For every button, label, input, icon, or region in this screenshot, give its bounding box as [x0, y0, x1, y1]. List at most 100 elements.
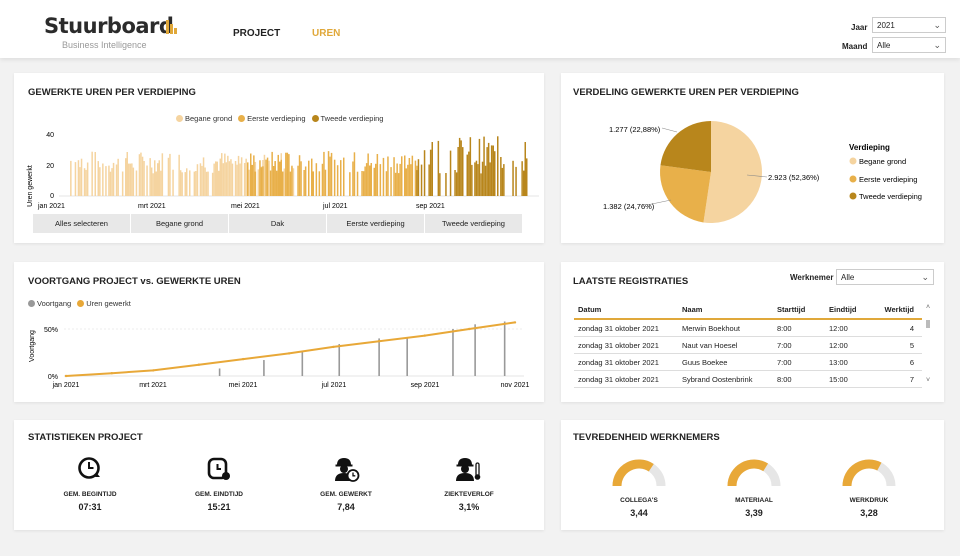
uren-bar: [129, 163, 132, 196]
uren-bar: [85, 169, 87, 196]
cell-eindtijd: 12:00: [829, 340, 848, 350]
table-row[interactable]: zondag 31 oktober 2021 Sybrand Oostenbri…: [574, 371, 922, 388]
uren-bar: [140, 152, 142, 196]
table-row[interactable]: zondag 31 oktober 2021 Guus Boekee 7:00 …: [574, 354, 922, 371]
uren-bar: [204, 167, 206, 196]
maand-select[interactable]: Alle ⌄: [872, 37, 946, 53]
registraties-table: Datum Naam Starttijd Eindtijd Werktijd z…: [574, 300, 922, 388]
stat-begintijd: GEM. BEGINTIJD 07:31: [45, 456, 135, 512]
uren-bar: [379, 164, 382, 196]
uren-bar: [365, 163, 368, 196]
uren-bar: [523, 170, 525, 196]
col-werktijd[interactable]: Werktijd: [884, 304, 914, 314]
pie-label-tweede: 1.277 (22,88%): [609, 125, 661, 134]
uren-bar: [494, 151, 496, 196]
pie-legend-begane[interactable]: Begane grond: [859, 157, 906, 166]
uren-bar: [280, 159, 282, 196]
pie-legend-tweede[interactable]: Tweede verdieping: [859, 192, 922, 201]
stat-value: 7,84: [337, 502, 355, 512]
uren-bar: [367, 153, 369, 196]
uren-bar: [193, 171, 196, 196]
uren-bar: [265, 159, 267, 196]
top-bar: Stuurboard Business Intelligence PROJECT…: [0, 0, 960, 58]
uren-bar: [500, 157, 502, 196]
table-scrollbar[interactable]: ˄ ˅: [924, 300, 932, 384]
uren-bar: [268, 160, 270, 196]
uren-bar: [414, 160, 417, 196]
table-row[interactable]: zondag 31 oktober 2021 Merwin Boekhout 8…: [574, 320, 922, 337]
pie-slice[interactable]: [660, 121, 711, 172]
nav-uren[interactable]: UREN: [312, 28, 341, 39]
gauge-value: 3,44: [630, 508, 648, 518]
uren-bar: [329, 156, 331, 196]
cell-starttijd: 7:00: [777, 357, 792, 367]
nav-project[interactable]: PROJECT: [233, 28, 281, 39]
col-starttijd[interactable]: Starttijd: [777, 304, 806, 314]
stat-label: GEM. BEGINTIJD: [63, 491, 117, 498]
uren-bar: [219, 158, 221, 196]
uren-bar: [364, 166, 366, 196]
table-row[interactable]: zondag 31 oktober 2021 Naut van Hoesel 7…: [574, 337, 922, 354]
uren-bar: [83, 168, 86, 196]
ytick-50: 50%: [44, 327, 58, 334]
ytick-40: 40: [46, 132, 54, 139]
pie-slice[interactable]: [703, 121, 762, 223]
registraties-title: LAATSTE REGISTRATIES: [573, 276, 689, 287]
btn-alles-selecteren[interactable]: Alles selecteren: [33, 214, 130, 233]
col-naam[interactable]: Naam: [682, 304, 703, 314]
col-eindtijd[interactable]: Eindtijd: [829, 304, 857, 314]
uren-bar: [483, 136, 485, 196]
uren-bar: [288, 154, 290, 196]
tevredenheid-title: TEVREDENHEID WERKNEMERS: [573, 432, 720, 443]
uren-gewerkt-line: [65, 321, 516, 377]
uren-bar: [157, 163, 159, 196]
legend-item-voortgang[interactable]: Voortgang: [28, 299, 71, 308]
btn-begane-grond[interactable]: Begane grond: [131, 214, 228, 233]
uren-bar: [128, 163, 130, 196]
xtick-sep: sep 2021: [416, 203, 445, 210]
gauge-fill: [842, 459, 882, 487]
jaar-select[interactable]: 2021 ⌄: [872, 17, 946, 33]
uren-bar: [298, 155, 301, 196]
btn-tweede-verdieping[interactable]: Tweede verdieping: [425, 214, 522, 233]
legend-item-eerste[interactable]: Eerste verdieping: [238, 114, 306, 123]
btn-eerste-verdieping[interactable]: Eerste verdieping: [327, 214, 424, 233]
sick-worker-icon: [456, 458, 481, 481]
uren-bar: [484, 165, 487, 196]
uren-bar: [399, 163, 401, 196]
pie-legend-eerste[interactable]: Eerste verdieping: [859, 175, 917, 184]
cell-eindtijd: 15:00: [829, 374, 848, 384]
uren-point: [110, 372, 114, 375]
uren-bar: [143, 161, 145, 196]
uren-bar: [77, 160, 80, 196]
uren-bar: [321, 163, 324, 196]
werknemer-select[interactable]: Alle ⌄: [836, 269, 934, 285]
uren-bar: [221, 153, 223, 196]
uren-bar: [250, 153, 252, 196]
uren-bar: [132, 167, 135, 196]
uren-bar: [262, 166, 264, 196]
uren-bar: [487, 142, 490, 196]
uren-bar: [300, 161, 302, 196]
btn-dak[interactable]: Dak: [229, 214, 326, 233]
uren-bar: [489, 162, 491, 196]
uren-bar: [390, 167, 392, 196]
col-datum[interactable]: Datum: [578, 304, 602, 314]
legend-item-tweede[interactable]: Tweede verdieping: [311, 114, 383, 123]
uren-bar: [497, 136, 499, 196]
uren-bar: [407, 164, 409, 196]
chevron-down-icon: ⌄: [933, 20, 941, 30]
pie-slice[interactable]: [660, 165, 711, 223]
legend-item-begane[interactable]: Begane grond: [176, 114, 232, 123]
uren-bar: [158, 160, 160, 196]
uren-bar: [382, 157, 385, 196]
uren-bar: [271, 151, 273, 196]
uren-bar: [480, 173, 482, 196]
uren-bar: [169, 153, 171, 196]
uren-bar: [161, 153, 164, 196]
uren-bar: [283, 168, 286, 196]
ytick-20: 20: [46, 163, 54, 170]
uren-bar: [160, 170, 162, 196]
legend-item-uren-gewerkt[interactable]: Uren gewerkt: [77, 299, 131, 308]
uren-bar: [343, 157, 345, 196]
